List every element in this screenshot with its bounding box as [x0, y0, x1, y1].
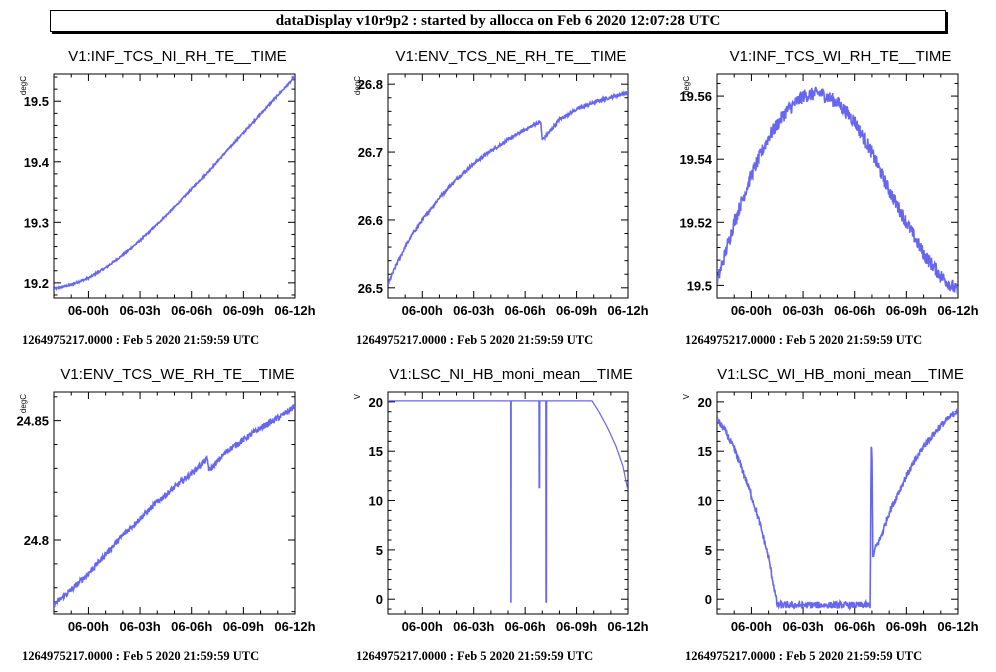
plot-frame	[387, 391, 629, 615]
y-tick-label: 26.5	[358, 281, 383, 296]
chart-title: V1:INF_TCS_WI_RH_TE__TIME	[730, 48, 952, 65]
y-tick-label: 26.8	[358, 77, 383, 92]
plot-frame	[53, 73, 296, 299]
plot-frame	[387, 73, 629, 299]
y-tick-label: 19.4	[24, 155, 50, 170]
chart-footer-timestamp: 1264975217.0000 : Feb 5 2020 21:59:59 UT…	[356, 649, 593, 663]
x-tick-label: 06-06h	[171, 303, 212, 318]
x-tick-label: 06-00h	[68, 303, 109, 318]
y-tick-label: 5	[705, 543, 712, 558]
y-axis-unit-label: degC	[19, 394, 28, 413]
chart-footer-timestamp: 1264975217.0000 : Feb 5 2020 21:59:59 UT…	[685, 333, 922, 347]
plot-frame	[716, 73, 959, 299]
chart-title: V1:ENV_TCS_NE_RH_TE__TIME	[396, 48, 627, 65]
y-tick-label: 26.7	[358, 145, 383, 160]
x-tick-label: 06-09h	[223, 303, 264, 318]
series-line-1	[388, 400, 628, 603]
chart-footer-timestamp: 1264975217.0000 : Feb 5 2020 21:59:59 UT…	[22, 649, 259, 663]
y-axis-unit-label: V	[353, 393, 362, 399]
x-tick-label: 06-12h	[274, 619, 315, 634]
x-tick-label: 06-03h	[782, 303, 823, 318]
x-tick-label: 06-09h	[556, 619, 597, 634]
x-tick-label: 06-06h	[834, 619, 875, 634]
x-tick-label: 06-09h	[886, 619, 927, 634]
x-tick-label: 06-06h	[171, 619, 212, 634]
y-tick-label: 20	[369, 395, 383, 410]
y-tick-label: 19.5	[24, 94, 49, 109]
x-tick-label: 06-03h	[453, 303, 494, 318]
y-axis-unit-label: V	[682, 393, 691, 399]
y-tick-label: 15	[369, 444, 383, 459]
chart-panel-4: V1:ENV_TCS_WE_RH_TE__TIME degC 06-00h 06-03…	[16, 366, 315, 663]
y-tick-label: 26.6	[358, 213, 383, 228]
chart-panel-1: V1:INF_TCS_NI_RH_TE__TIME degC 06-00h 06-03…	[19, 48, 316, 347]
y-tick-label: 10	[698, 494, 712, 509]
y-tick-label: 19.56	[679, 89, 712, 104]
x-tick-label: 06-03h	[119, 303, 160, 318]
y-tick-label: 0	[705, 592, 712, 607]
x-tick-label: 06-03h	[782, 619, 823, 634]
y-tick-label: 19.52	[679, 215, 712, 230]
x-tick-label: 06-12h	[937, 303, 978, 318]
x-tick-label: 06-12h	[937, 619, 978, 634]
series-line-1	[54, 74, 295, 292]
x-tick-label: 06-12h	[274, 303, 315, 318]
series-line-1	[717, 86, 958, 295]
x-tick-label: 06-00h	[402, 619, 443, 634]
chart-panel-2: V1:ENV_TCS_NE_RH_TE__TIME degC 06-00h 06-03…	[353, 48, 649, 347]
chart-footer-timestamp: 1264975217.0000 : Feb 5 2020 21:59:59 UT…	[356, 333, 593, 347]
y-tick-label: 15	[698, 444, 712, 459]
chart-footer-timestamp: 1264975217.0000 : Feb 5 2020 21:59:59 UT…	[22, 333, 259, 347]
chart-panel-3: V1:INF_TCS_WI_RH_TE__TIME degC 06-00h 06-03…	[679, 48, 978, 347]
x-tick-label: 06-00h	[402, 303, 443, 318]
y-tick-label: 10	[369, 494, 383, 509]
y-axis-unit-label: degC	[19, 76, 28, 95]
chart-title: V1:LSC_NI_HB_moni_mean__TIME	[389, 366, 632, 383]
chart-footer-timestamp: 1264975217.0000 : Feb 5 2020 21:59:59 UT…	[685, 649, 922, 663]
x-tick-label: 06-12h	[607, 619, 648, 634]
y-tick-label: 19.54	[679, 152, 712, 167]
y-tick-label: 0	[376, 592, 383, 607]
x-tick-label: 06-00h	[731, 619, 772, 634]
page-header: dataDisplay v10r9p2 : started by allocca…	[50, 10, 946, 32]
series-line-1	[388, 89, 628, 285]
x-tick-label: 06-09h	[223, 619, 264, 634]
chart-title: V1:LSC_WI_HB_moni_mean__TIME	[717, 366, 964, 383]
x-tick-label: 06-03h	[453, 619, 494, 634]
x-tick-label: 06-06h	[505, 619, 546, 634]
y-tick-label: 5	[376, 543, 383, 558]
x-tick-label: 06-06h	[834, 303, 875, 318]
x-tick-label: 06-09h	[556, 303, 597, 318]
plot-frame	[53, 391, 296, 615]
x-tick-label: 06-00h	[68, 619, 109, 634]
chart-panel-6: V1:LSC_WI_HB_moni_mean__TIME V 06-00h 06-03…	[682, 366, 979, 663]
y-tick-label: 19.3	[24, 215, 49, 230]
series-line-1	[54, 404, 295, 610]
y-tick-label: 19.2	[24, 276, 49, 291]
x-tick-label: 06-06h	[505, 303, 546, 318]
series-line-1	[717, 406, 958, 612]
x-tick-label: 06-12h	[607, 303, 648, 318]
x-tick-label: 06-00h	[731, 303, 772, 318]
y-axis-unit-label: degC	[682, 76, 691, 95]
x-tick-label: 06-09h	[886, 303, 927, 318]
y-tick-label: 24.85	[16, 414, 49, 429]
y-tick-label: 19.5	[687, 278, 712, 293]
y-tick-label: 24.8	[24, 533, 49, 548]
y-axis-unit-label: degC	[353, 76, 362, 95]
chart-panel-5: V1:LSC_NI_HB_moni_mean__TIME V 06-00h 06-03…	[353, 366, 649, 663]
chart-title: V1:INF_TCS_NI_RH_TE__TIME	[68, 48, 286, 65]
chart-title: V1:ENV_TCS_WE_RH_TE__TIME	[60, 366, 294, 383]
x-tick-label: 06-03h	[119, 619, 160, 634]
y-tick-label: 20	[698, 395, 712, 410]
